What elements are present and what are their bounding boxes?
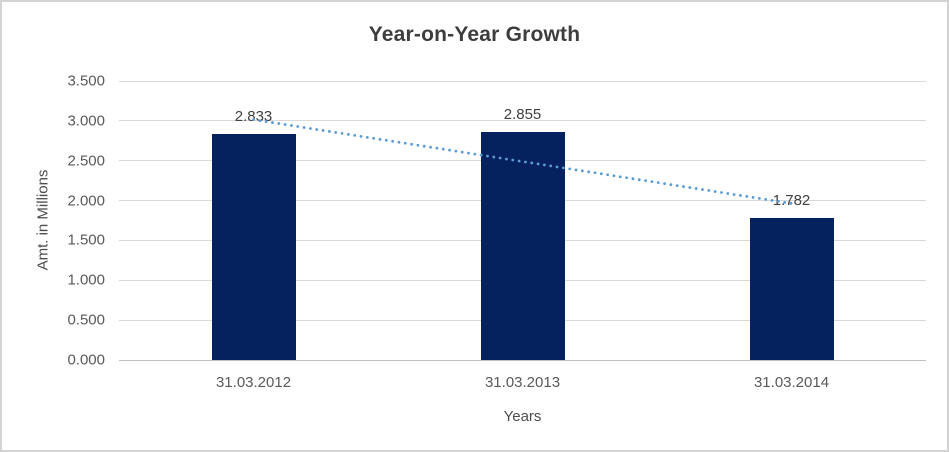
y-tick-label: 0.000 xyxy=(67,351,105,369)
y-tick-label: 1.000 xyxy=(67,271,105,289)
data-label: 2.833 xyxy=(234,108,273,126)
x-tick-label: 31.03.2012 xyxy=(215,374,292,391)
data-label: 1.782 xyxy=(772,191,811,209)
y-tick-label: 2.000 xyxy=(67,192,105,210)
bar-31.03.2014 xyxy=(749,217,834,360)
bar-31.03.2012 xyxy=(211,134,296,360)
y-axis-title: Amt. in Millions xyxy=(34,169,52,271)
chart-title: Year-on-Year Growth xyxy=(368,23,581,46)
plot-area: 2.833 2.855 1.782 xyxy=(119,80,926,361)
x-axis-line xyxy=(119,359,926,361)
y-tick-label: 1.500 xyxy=(67,231,105,249)
y-tick-label: 3.500 xyxy=(67,72,105,90)
data-label: 2.855 xyxy=(503,106,542,124)
x-tick-label: 31.03.2014 xyxy=(753,374,830,391)
bar-31.03.2013 xyxy=(480,132,565,360)
y-tick-label: 0.500 xyxy=(67,311,105,329)
gridline xyxy=(119,80,926,82)
y-tick-label: 2.500 xyxy=(67,152,105,170)
x-tick-label: 31.03.2013 xyxy=(484,374,561,391)
y-tick-label: 3.000 xyxy=(67,112,105,130)
x-axis-title: Years xyxy=(503,408,542,425)
